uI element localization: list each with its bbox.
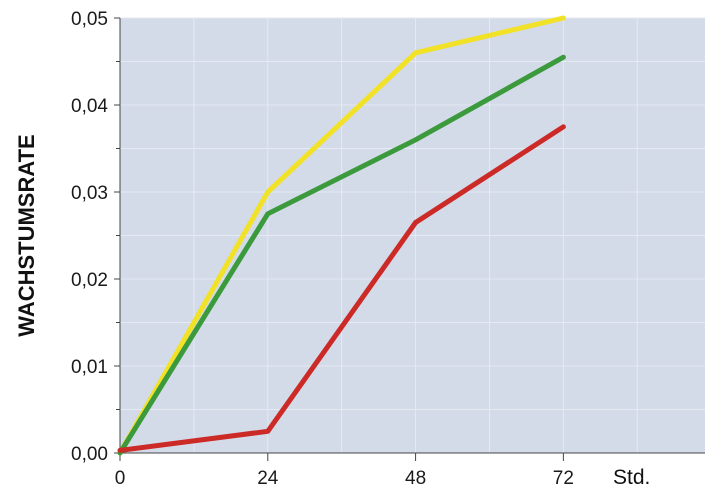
- y-tick-label: 0,02: [71, 270, 108, 291]
- series-line-2: [117, 54, 566, 456]
- x-tick-label: 72: [553, 468, 574, 489]
- y-tick-label: 0,00: [71, 444, 108, 465]
- x-tick-label: 24: [257, 468, 279, 489]
- y-tick-label: 0,05: [71, 9, 108, 30]
- y-axis-title: WACHSTUMSRATE: [14, 134, 39, 336]
- y-tick-label: 0,04: [71, 96, 108, 117]
- grid-lines: [120, 17, 705, 453]
- y-tick-label: 0,01: [71, 357, 108, 378]
- x-axis-unit-label: Std.: [613, 466, 650, 489]
- series-line-3: [117, 124, 566, 453]
- series-lines: [117, 15, 566, 456]
- series-line-1: [117, 15, 566, 456]
- x-tick-label: 0: [115, 468, 126, 489]
- y-tick-label: 0,03: [71, 183, 108, 204]
- x-tick-label: 48: [405, 468, 426, 489]
- tick-labels: 0,00 0,01 0,02 0,03 0,04 0,05 0 24 48 72: [71, 9, 574, 489]
